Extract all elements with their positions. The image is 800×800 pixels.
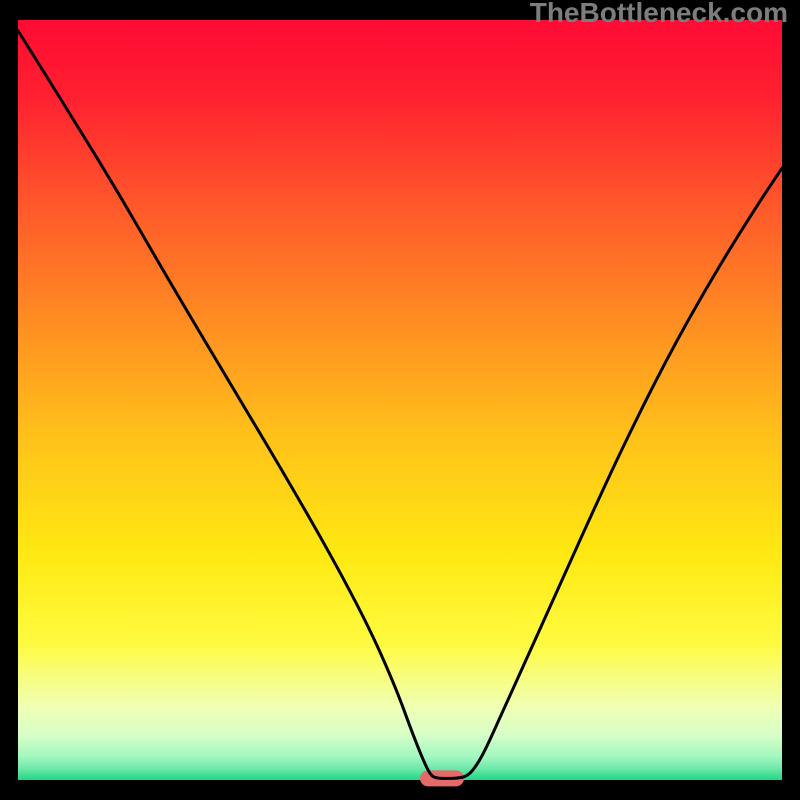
watermark-text: TheBottleneck.com (530, 0, 788, 29)
plot-area (18, 20, 782, 780)
chart-svg (0, 0, 800, 800)
chart-frame: TheBottleneck.com (0, 0, 800, 800)
